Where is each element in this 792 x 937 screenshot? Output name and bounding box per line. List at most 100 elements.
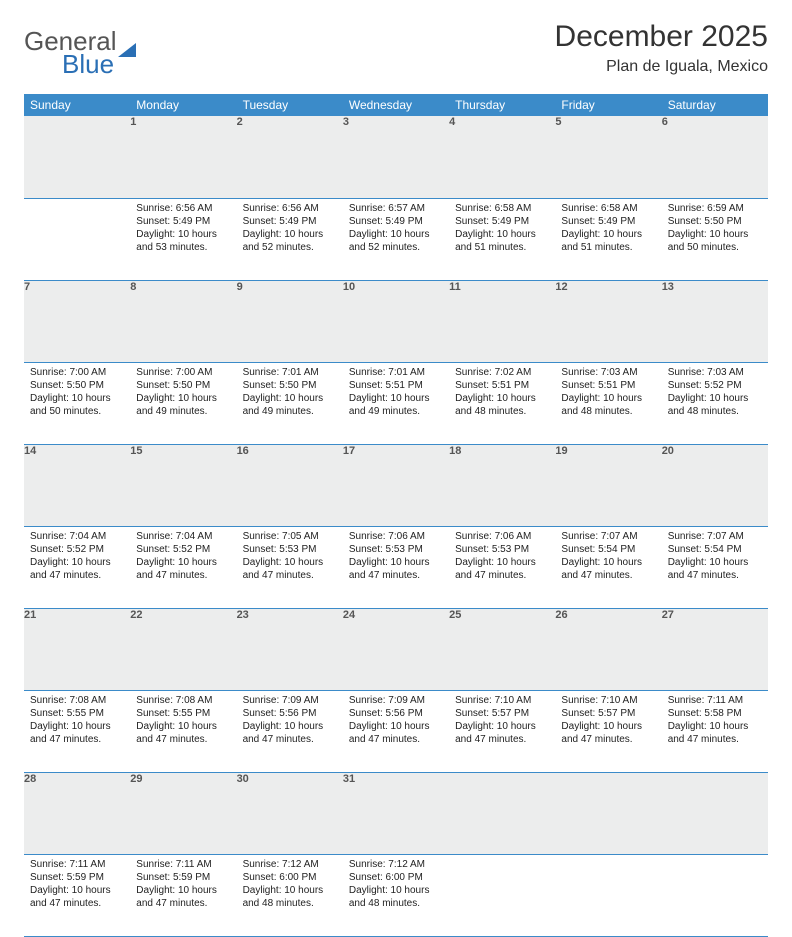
week-row: Sunrise: 6:56 AMSunset: 5:49 PMDaylight:…	[24, 198, 768, 280]
day-sunset: Sunset: 5:53 PM	[349, 543, 443, 556]
day-sunrise: Sunrise: 7:07 AM	[561, 530, 655, 543]
day-dl1: Daylight: 10 hours	[455, 556, 549, 569]
day-number: 31	[343, 772, 449, 854]
day-number: 26	[555, 608, 661, 690]
day-number: 6	[662, 116, 768, 198]
day-dl2: and 47 minutes.	[455, 569, 549, 582]
month-title: December 2025	[555, 20, 768, 54]
day-dl1: Daylight: 10 hours	[668, 228, 762, 241]
day-number: 27	[662, 608, 768, 690]
day-dl1: Daylight: 10 hours	[455, 228, 549, 241]
day-sunrise: Sunrise: 7:06 AM	[455, 530, 549, 543]
day-cell: Sunrise: 7:04 AMSunset: 5:52 PMDaylight:…	[24, 526, 130, 608]
day-sunset: Sunset: 5:54 PM	[561, 543, 655, 556]
day-dl1: Daylight: 10 hours	[349, 884, 443, 897]
day-sunset: Sunset: 5:55 PM	[136, 707, 230, 720]
day-dl1: Daylight: 10 hours	[243, 228, 337, 241]
day-sunrise: Sunrise: 7:00 AM	[136, 366, 230, 379]
day-number: 15	[130, 444, 236, 526]
day-dl2: and 49 minutes.	[243, 405, 337, 418]
day-sunrise: Sunrise: 6:56 AM	[136, 202, 230, 215]
day-dl1: Daylight: 10 hours	[136, 392, 230, 405]
day-sunrise: Sunrise: 7:01 AM	[243, 366, 337, 379]
day-number: 30	[237, 772, 343, 854]
day-number	[24, 116, 130, 198]
day-cell: Sunrise: 6:58 AMSunset: 5:49 PMDaylight:…	[555, 198, 661, 280]
weekday-header: Monday	[130, 94, 236, 116]
day-sunrise: Sunrise: 7:01 AM	[349, 366, 443, 379]
day-number: 5	[555, 116, 661, 198]
day-dl2: and 47 minutes.	[136, 569, 230, 582]
day-sunset: Sunset: 5:49 PM	[561, 215, 655, 228]
day-sunset: Sunset: 6:00 PM	[349, 871, 443, 884]
day-dl1: Daylight: 10 hours	[243, 556, 337, 569]
day-sunrise: Sunrise: 6:57 AM	[349, 202, 443, 215]
day-cell: Sunrise: 6:56 AMSunset: 5:49 PMDaylight:…	[130, 198, 236, 280]
day-dl2: and 47 minutes.	[243, 569, 337, 582]
day-dl1: Daylight: 10 hours	[136, 556, 230, 569]
day-sunset: Sunset: 5:52 PM	[136, 543, 230, 556]
day-dl1: Daylight: 10 hours	[455, 392, 549, 405]
day-dl2: and 52 minutes.	[243, 241, 337, 254]
day-cell: Sunrise: 6:59 AMSunset: 5:50 PMDaylight:…	[662, 198, 768, 280]
day-dl1: Daylight: 10 hours	[455, 720, 549, 733]
day-dl1: Daylight: 10 hours	[668, 556, 762, 569]
day-dl1: Daylight: 10 hours	[30, 720, 124, 733]
day-number: 19	[555, 444, 661, 526]
day-cell	[449, 854, 555, 936]
day-sunrise: Sunrise: 7:00 AM	[30, 366, 124, 379]
day-number: 7	[24, 280, 130, 362]
day-number: 1	[130, 116, 236, 198]
day-sunset: Sunset: 5:57 PM	[561, 707, 655, 720]
day-sunrise: Sunrise: 7:10 AM	[455, 694, 549, 707]
day-dl2: and 48 minutes.	[243, 897, 337, 910]
day-number: 25	[449, 608, 555, 690]
day-number: 12	[555, 280, 661, 362]
day-sunset: Sunset: 5:49 PM	[349, 215, 443, 228]
daynum-row: 78910111213	[24, 280, 768, 362]
day-dl1: Daylight: 10 hours	[136, 720, 230, 733]
day-sunrise: Sunrise: 7:08 AM	[30, 694, 124, 707]
day-dl2: and 49 minutes.	[349, 405, 443, 418]
week-row: Sunrise: 7:08 AMSunset: 5:55 PMDaylight:…	[24, 690, 768, 772]
calendar-table: Sunday Monday Tuesday Wednesday Thursday…	[24, 94, 768, 937]
daynum-row: 28293031	[24, 772, 768, 854]
weekday-header: Friday	[555, 94, 661, 116]
day-number: 14	[24, 444, 130, 526]
day-sunrise: Sunrise: 6:58 AM	[561, 202, 655, 215]
day-cell: Sunrise: 7:09 AMSunset: 5:56 PMDaylight:…	[343, 690, 449, 772]
day-sunrise: Sunrise: 6:56 AM	[243, 202, 337, 215]
day-sunset: Sunset: 5:49 PM	[455, 215, 549, 228]
day-sunrise: Sunrise: 6:59 AM	[668, 202, 762, 215]
day-cell: Sunrise: 6:56 AMSunset: 5:49 PMDaylight:…	[237, 198, 343, 280]
day-dl2: and 50 minutes.	[30, 405, 124, 418]
day-dl1: Daylight: 10 hours	[561, 720, 655, 733]
day-dl2: and 47 minutes.	[243, 733, 337, 746]
day-sunrise: Sunrise: 7:06 AM	[349, 530, 443, 543]
day-dl1: Daylight: 10 hours	[243, 392, 337, 405]
day-sunset: Sunset: 5:50 PM	[243, 379, 337, 392]
day-cell: Sunrise: 6:57 AMSunset: 5:49 PMDaylight:…	[343, 198, 449, 280]
day-dl2: and 47 minutes.	[136, 733, 230, 746]
day-dl1: Daylight: 10 hours	[561, 228, 655, 241]
brand-part2: Blue	[62, 49, 114, 80]
day-dl1: Daylight: 10 hours	[561, 392, 655, 405]
day-dl2: and 47 minutes.	[136, 897, 230, 910]
day-sunset: Sunset: 5:49 PM	[136, 215, 230, 228]
day-dl1: Daylight: 10 hours	[349, 392, 443, 405]
day-cell	[555, 854, 661, 936]
day-number: 2	[237, 116, 343, 198]
daynum-row: 21222324252627	[24, 608, 768, 690]
day-dl2: and 47 minutes.	[561, 569, 655, 582]
day-number: 16	[237, 444, 343, 526]
day-sunset: Sunset: 5:51 PM	[349, 379, 443, 392]
day-dl2: and 47 minutes.	[668, 569, 762, 582]
day-sunset: Sunset: 5:59 PM	[136, 871, 230, 884]
day-dl2: and 53 minutes.	[136, 241, 230, 254]
day-dl2: and 52 minutes.	[349, 241, 443, 254]
day-dl2: and 49 minutes.	[136, 405, 230, 418]
day-dl2: and 48 minutes.	[349, 897, 443, 910]
day-sunrise: Sunrise: 7:03 AM	[561, 366, 655, 379]
day-number: 13	[662, 280, 768, 362]
day-sunset: Sunset: 5:49 PM	[243, 215, 337, 228]
